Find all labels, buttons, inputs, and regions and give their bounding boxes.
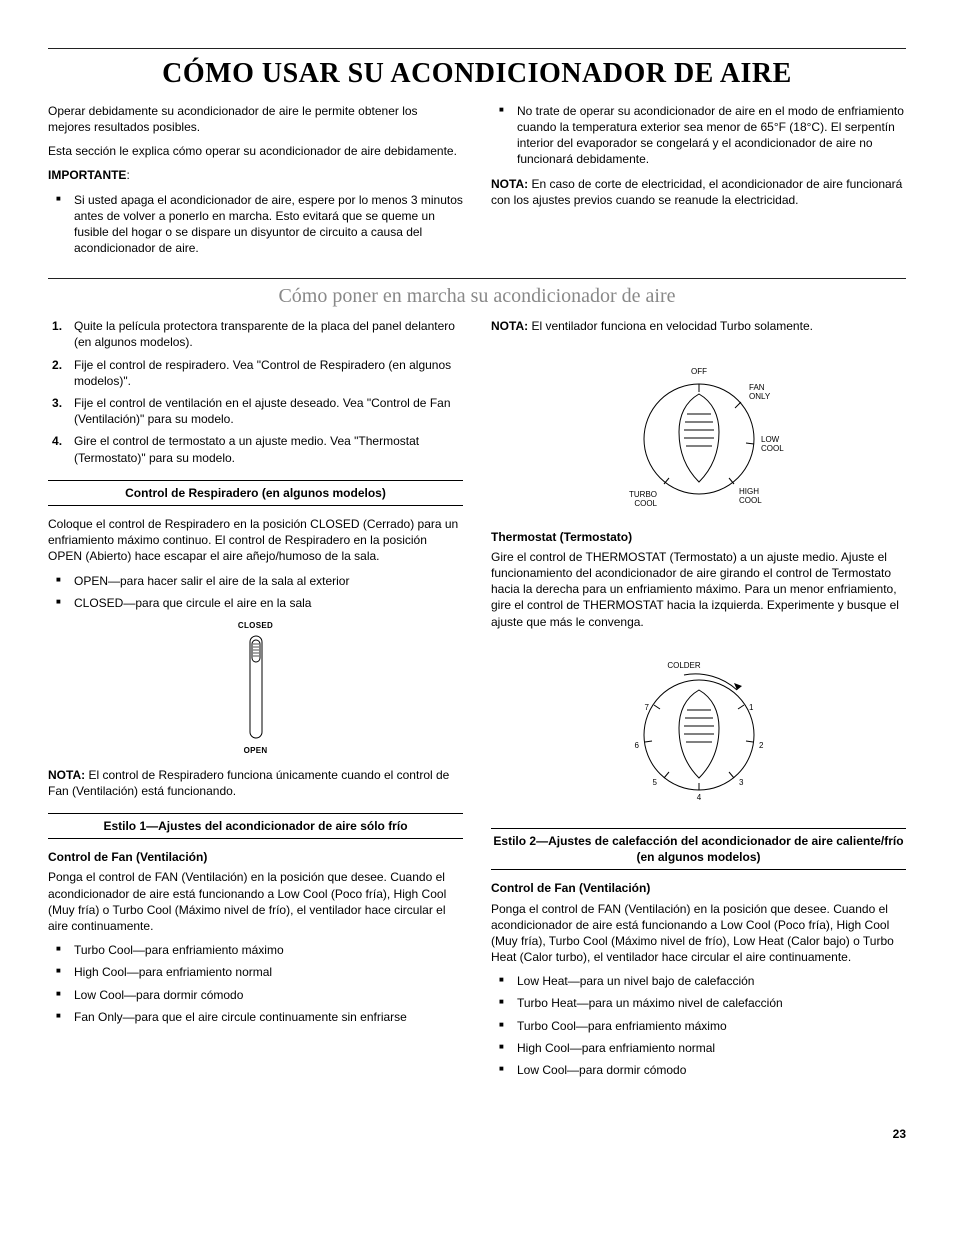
intro-left-bullets: Si usted apaga el acondicionador de aire… (48, 192, 463, 257)
intro-right: No trate de operar su acondicionador de … (491, 103, 906, 265)
tnum-1: 1 (749, 703, 754, 712)
importante-label: IMPORTANTE: (48, 167, 463, 183)
tnum-4: 4 (696, 793, 701, 802)
thermostat-dial-figure: 1 2 3 4 5 6 7 COLDER (491, 640, 906, 814)
tnum-6: 6 (634, 741, 639, 750)
body-columns: Quite la película protectora transparent… (48, 318, 906, 1086)
dial1-turbocool-2: COOL (634, 499, 657, 508)
e2-b3: Turbo Cool—para enfriamiento máximo (491, 1018, 906, 1034)
thermostat-heading: Thermostat (Termostato) (491, 529, 906, 545)
thermostat-p: Gire el control de THERMOSTAT (Termostat… (491, 549, 906, 630)
fan-dial-figure: OFF FAN ONLY LOW COOL HIGH COOL TURBO CO… (491, 344, 906, 518)
dial1-highcool-2: COOL (739, 496, 762, 505)
open-label: OPEN (48, 746, 463, 757)
e1-b4: Fan Only—para que el aire circule contin… (48, 1009, 463, 1025)
start-steps: Quite la película protectora transparent… (48, 318, 463, 466)
estilo1-fan-p: Ponga el control de FAN (Ventilación) en… (48, 869, 463, 934)
dial1-lowcool-1: LOW (761, 435, 780, 444)
step-2: Fije el control de respiradero. Vea "Con… (48, 357, 463, 389)
respiradero-nota: NOTA: El control de Respiradero funciona… (48, 767, 463, 799)
closed-label: CLOSED (48, 621, 463, 632)
respiradero-bullets: OPEN—para hacer salir el aire de la sala… (48, 573, 463, 611)
estilo1-heading: Estilo 1—Ajustes del acondicionador de a… (48, 813, 463, 839)
intro-p2: Esta sección le explica cómo operar su a… (48, 143, 463, 159)
estilo2-fan-heading: Control de Fan (Ventilación) (491, 880, 906, 896)
dial1-highcool-1: HIGH (739, 487, 759, 496)
right-column: NOTA: El ventilador funciona en velocida… (491, 318, 906, 1086)
e1-b1: Turbo Cool—para enfriamiento máximo (48, 942, 463, 958)
estilo2-heading: Estilo 2—Ajustes de calefacción del acon… (491, 828, 906, 870)
top-rule (48, 48, 906, 49)
section-rule (48, 278, 906, 279)
tnum-2: 2 (759, 741, 764, 750)
e1-b3: Low Cool—para dormir cómodo (48, 987, 463, 1003)
vent-slider-figure: CLOSED OPEN (48, 621, 463, 757)
start-nota-right: NOTA: El ventilador funciona en velocida… (491, 318, 906, 334)
estilo2-fan-p: Ponga el control de FAN (Ventilación) en… (491, 901, 906, 966)
e2-b5: Low Cool—para dormir cómodo (491, 1062, 906, 1078)
respiradero-p: Coloque el control de Respiradero en la … (48, 516, 463, 565)
e2-b1: Low Heat—para un nivel bajo de calefacci… (491, 973, 906, 989)
estilo2-fan-bullets: Low Heat—para un nivel bajo de calefacci… (491, 973, 906, 1078)
vent-slider-icon (241, 632, 271, 742)
intro-left: Operar debidamente su acondicionador de … (48, 103, 463, 265)
e2-b4: High Cool—para enfriamiento normal (491, 1040, 906, 1056)
dial1-off: OFF (691, 367, 707, 376)
tnum-3: 3 (739, 778, 744, 787)
respiradero-b2: CLOSED—para que circule el aire en la sa… (48, 595, 463, 611)
intro-columns: Operar debidamente su acondicionador de … (48, 103, 906, 265)
intro-right-bullets: No trate de operar su acondicionador de … (491, 103, 906, 168)
dial1-lowcool-2: COOL (761, 444, 784, 453)
left-column: Quite la película protectora transparent… (48, 318, 463, 1086)
dial1-fanonly-2: ONLY (749, 392, 771, 401)
start-title: Cómo poner en marcha su acondicionador d… (48, 283, 906, 310)
tnum-7: 7 (644, 703, 649, 712)
respiradero-b1: OPEN—para hacer salir el aire de la sala… (48, 573, 463, 589)
step-3: Fije el control de ventilación en el aju… (48, 395, 463, 427)
fan-dial-icon: OFF FAN ONLY LOW COOL HIGH COOL TURBO CO… (589, 344, 809, 514)
page-number: 23 (48, 1126, 906, 1142)
dial1-turbocool-1: TURBO (629, 490, 657, 499)
respiradero-heading: Control de Respiradero (en algunos model… (48, 480, 463, 506)
colder-label: COLDER (667, 661, 701, 670)
step-1: Quite la película protectora transparent… (48, 318, 463, 350)
estilo1-fan-bullets: Turbo Cool—para enfriamiento máximo High… (48, 942, 463, 1025)
thermostat-dial-icon: 1 2 3 4 5 6 7 COLDER (599, 640, 799, 810)
e1-b2: High Cool—para enfriamiento normal (48, 964, 463, 980)
e2-b2: Turbo Heat—para un máximo nivel de calef… (491, 995, 906, 1011)
dial1-fanonly-1: FAN (749, 383, 765, 392)
tnum-5: 5 (652, 778, 657, 787)
page-title: CÓMO USAR SU ACONDICIONADOR DE AIRE (48, 55, 906, 93)
intro-left-bullet-1: Si usted apaga el acondicionador de aire… (48, 192, 463, 257)
estilo1-fan-heading: Control de Fan (Ventilación) (48, 849, 463, 865)
intro-right-bullet-1: No trate de operar su acondicionador de … (491, 103, 906, 168)
intro-p1: Operar debidamente su acondicionador de … (48, 103, 463, 135)
step-4: Gire el control de termostato a un ajust… (48, 433, 463, 465)
intro-nota: NOTA: En caso de corte de electricidad, … (491, 176, 906, 208)
